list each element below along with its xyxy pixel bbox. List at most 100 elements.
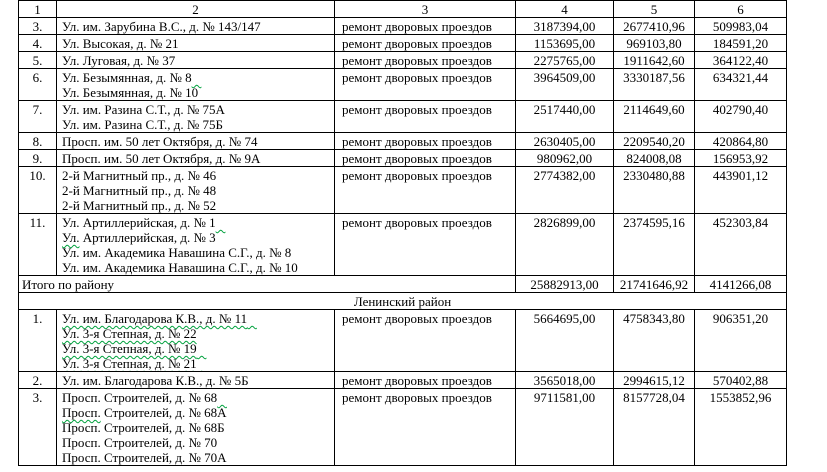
value-cell-col6: 443901,12 — [694, 166, 787, 214]
item-row: 3. Просп. Строителей, д. № 68 Просп. Стро… — [18, 388, 787, 466]
value-cell-col6: 184591,20 — [694, 34, 787, 52]
item-row: 11. Ул. Артиллерийская, д. № 1 Ул. Артилл… — [18, 213, 787, 276]
item-row: 5. Ул. Луговая, д. № 37 ремонт дворовых пр… — [18, 51, 787, 69]
column-header-5: 5 — [613, 0, 695, 18]
address-line-text: Ул. им. Академика Навашина С.Г., д. № 8 — [62, 245, 292, 260]
value-cell-col6: 634321,44 — [694, 68, 787, 101]
address-line-text: Ул. им. Разина С.Т., д. № 75Б — [62, 117, 224, 132]
row-number-cell: 6. — [18, 68, 57, 101]
address-line-text: Безымянная, д. № 10 — [79, 85, 199, 100]
work-type-cell: ремонт дворовых проездов — [334, 309, 516, 372]
work-type-cell: ремонт дворовых проездов — [334, 34, 516, 52]
address-line: Просп. Строителей, д. № 70А — [62, 450, 332, 465]
spellcheck-underline-tail — [197, 341, 207, 356]
address-line: Ул. Безымянная, д. № 10 — [62, 85, 332, 100]
address-line: 2-й Магнитный пр., д. № 46 — [62, 168, 332, 183]
address-line-text: Артиллерийская, д. № 3 — [79, 230, 216, 245]
value-cell-col5: 8157728,04 — [613, 388, 695, 466]
address-line-text: Ул. Безымянная, д. № 8 — [62, 70, 192, 85]
value-cell-col4: 2774382,00 — [515, 166, 614, 214]
spellcheck-underline: Ул. — [62, 230, 80, 245]
address-line: Ул. им. Зарубина В.С., д. № 143/147 — [62, 19, 332, 34]
work-type-cell: ремонт дворовых проездов — [334, 51, 516, 69]
address-line-text: 2-й Магнитный пр., д. № 48 — [62, 183, 217, 198]
value-cell-col6: 452303,84 — [694, 213, 787, 276]
item-row: 2. Ул. им. Благодарова К.В., д. № 5Б ремон… — [18, 371, 787, 389]
district-name-cell: Ленинский район — [18, 292, 787, 310]
work-type-cell: ремонт дворовых проездов — [334, 149, 516, 167]
spellcheck-underline-tail — [216, 215, 226, 230]
address-line-text: 2-й Магнитный пр., д. № 52 — [62, 198, 217, 213]
address-line-text: 2-й Магнитный пр., д. № 46 — [62, 168, 217, 183]
address-cell: Ул. Артиллерийская, д. № 1 Ул. Артиллери… — [56, 213, 335, 276]
value-cell-col5: 2374595,16 — [613, 213, 695, 276]
spellcheck-underline: Ул. 3-я Степная, д. № 21 — [62, 356, 197, 371]
column-header-3: 3 — [334, 0, 516, 18]
address-cell: Ул. Высокая, д. № 21 — [56, 34, 335, 52]
address-line: Ул. им. Благодарова К.В., д. № 5Б — [62, 373, 332, 388]
repair-costs-table: 1 2 3 4 5 6 3. Ул. им. Зарубина В.С., д. № 143/… — [18, 0, 787, 466]
value-cell-col4: 980962,00 — [515, 149, 614, 167]
address-cell: Просп. Строителей, д. № 68 Просп. Строит… — [56, 388, 335, 466]
address-line-text: Ул. Высокая, д. № 21 — [62, 36, 179, 51]
address-line-text: Ул. Луговая, д. № 37 — [62, 53, 176, 68]
address-line: Просп. Строителей, д. № 68А — [62, 405, 332, 420]
item-row: 1. Ул. им. Благодарова К.В., д. № 11 Ул. … — [18, 309, 787, 372]
total-value-cell-col4: 25882913,00 — [515, 275, 614, 293]
value-cell-col4: 2826899,00 — [515, 213, 614, 276]
address-line-text: Просп. Строителей, д. № 70 — [62, 435, 218, 450]
address-line-text: Просп. Строителей, д. № 68 — [62, 390, 218, 405]
total-value-cell-col5: 21741646,92 — [613, 275, 695, 293]
address-line-text: Просп. им. 50 лет Октября, д. № 74 — [62, 134, 258, 149]
row-number-cell: 8. — [18, 132, 57, 150]
work-type-cell: ремонт дворовых проездов — [334, 68, 516, 101]
row-number-cell: 3. — [18, 17, 57, 35]
address-line: Ул. 3-я Степная, д. № 19 — [62, 341, 332, 356]
spellcheck-underline-tail — [192, 70, 202, 85]
value-cell-col5: 2114649,60 — [613, 100, 695, 133]
spellcheck-underline-tail — [247, 311, 257, 326]
value-cell-col4: 1153695,00 — [515, 34, 614, 52]
address-line-text: Ул. им. Зарубина В.С., д. № 143/147 — [62, 19, 261, 34]
address-line: Ул. им. Разина С.Т., д. № 75Б — [62, 117, 332, 132]
value-cell-col5: 1911642,60 — [613, 51, 695, 69]
spellcheck-underline-tail — [217, 390, 227, 405]
address-cell: 2-й Магнитный пр., д. № 46 2-й Магнитный … — [56, 166, 335, 214]
row-number-cell: 10. — [18, 166, 57, 214]
row-number-cell: 4. — [18, 34, 57, 52]
value-cell-col4: 2630405,00 — [515, 132, 614, 150]
address-line-text: Ул. им. Академика Навашина С.Г., д. № 10 — [62, 260, 298, 275]
value-cell-col5: 2330480,88 — [613, 166, 695, 214]
spellcheck-underline-tail — [197, 356, 207, 371]
spellcheck-underline: Ул. им. Благодарова К.В., д. № 11 — [62, 311, 248, 326]
address-line-text: Ул. Артиллерийская, д. № 1 — [62, 215, 216, 230]
column-header-4: 4 — [515, 0, 614, 18]
value-cell-col6: 1553852,96 — [694, 388, 787, 466]
value-cell-col4: 3187394,00 — [515, 17, 614, 35]
address-cell: Ул. им. Благодарова К.В., д. № 5Б — [56, 371, 335, 389]
spellcheck-underline: Ул. 3-я Степная, д. № 19 — [62, 341, 197, 356]
item-row: 7. Ул. им. Разина С.Т., д. № 75А Ул. им. Р… — [18, 100, 787, 133]
address-line: Просп. им. 50 лет Октября, д. № 9А — [62, 151, 332, 166]
address-cell: Ул. им. Зарубина В.С., д. № 143/147 — [56, 17, 335, 35]
address-line: Ул. Безымянная, д. № 8 — [62, 70, 332, 85]
column-header-2: 2 — [56, 0, 335, 18]
value-cell-col5: 2209540,20 — [613, 132, 695, 150]
value-cell-col6: 420864,80 — [694, 132, 787, 150]
work-type-cell: ремонт дворовых проездов — [334, 17, 516, 35]
spellcheck-underline: Просп. — [62, 405, 101, 420]
address-cell: Просп. им. 50 лет Октября, д. № 74 — [56, 132, 335, 150]
row-number-cell: 9. — [18, 149, 57, 167]
spellcheck-underline: Ул. 3-я Степная, д. № 22 — [62, 326, 197, 341]
value-cell-col6: 156953,92 — [694, 149, 787, 167]
address-line: Ул. им. Академика Навашина С.Г., д. № 10 — [62, 260, 332, 275]
work-type-cell: ремонт дворовых проездов — [334, 100, 516, 133]
address-line-text: Просп. Строителей, д. № 70А — [62, 450, 227, 465]
address-line: Ул. Высокая, д. № 21 — [62, 36, 332, 51]
address-line-text: Строителей, д. № 68А — [100, 405, 227, 420]
total-row: Итого по району 25882913,00 21741646,92 414… — [18, 275, 787, 293]
row-number-cell: 2. — [18, 371, 57, 389]
value-cell-col4: 5664695,00 — [515, 309, 614, 372]
